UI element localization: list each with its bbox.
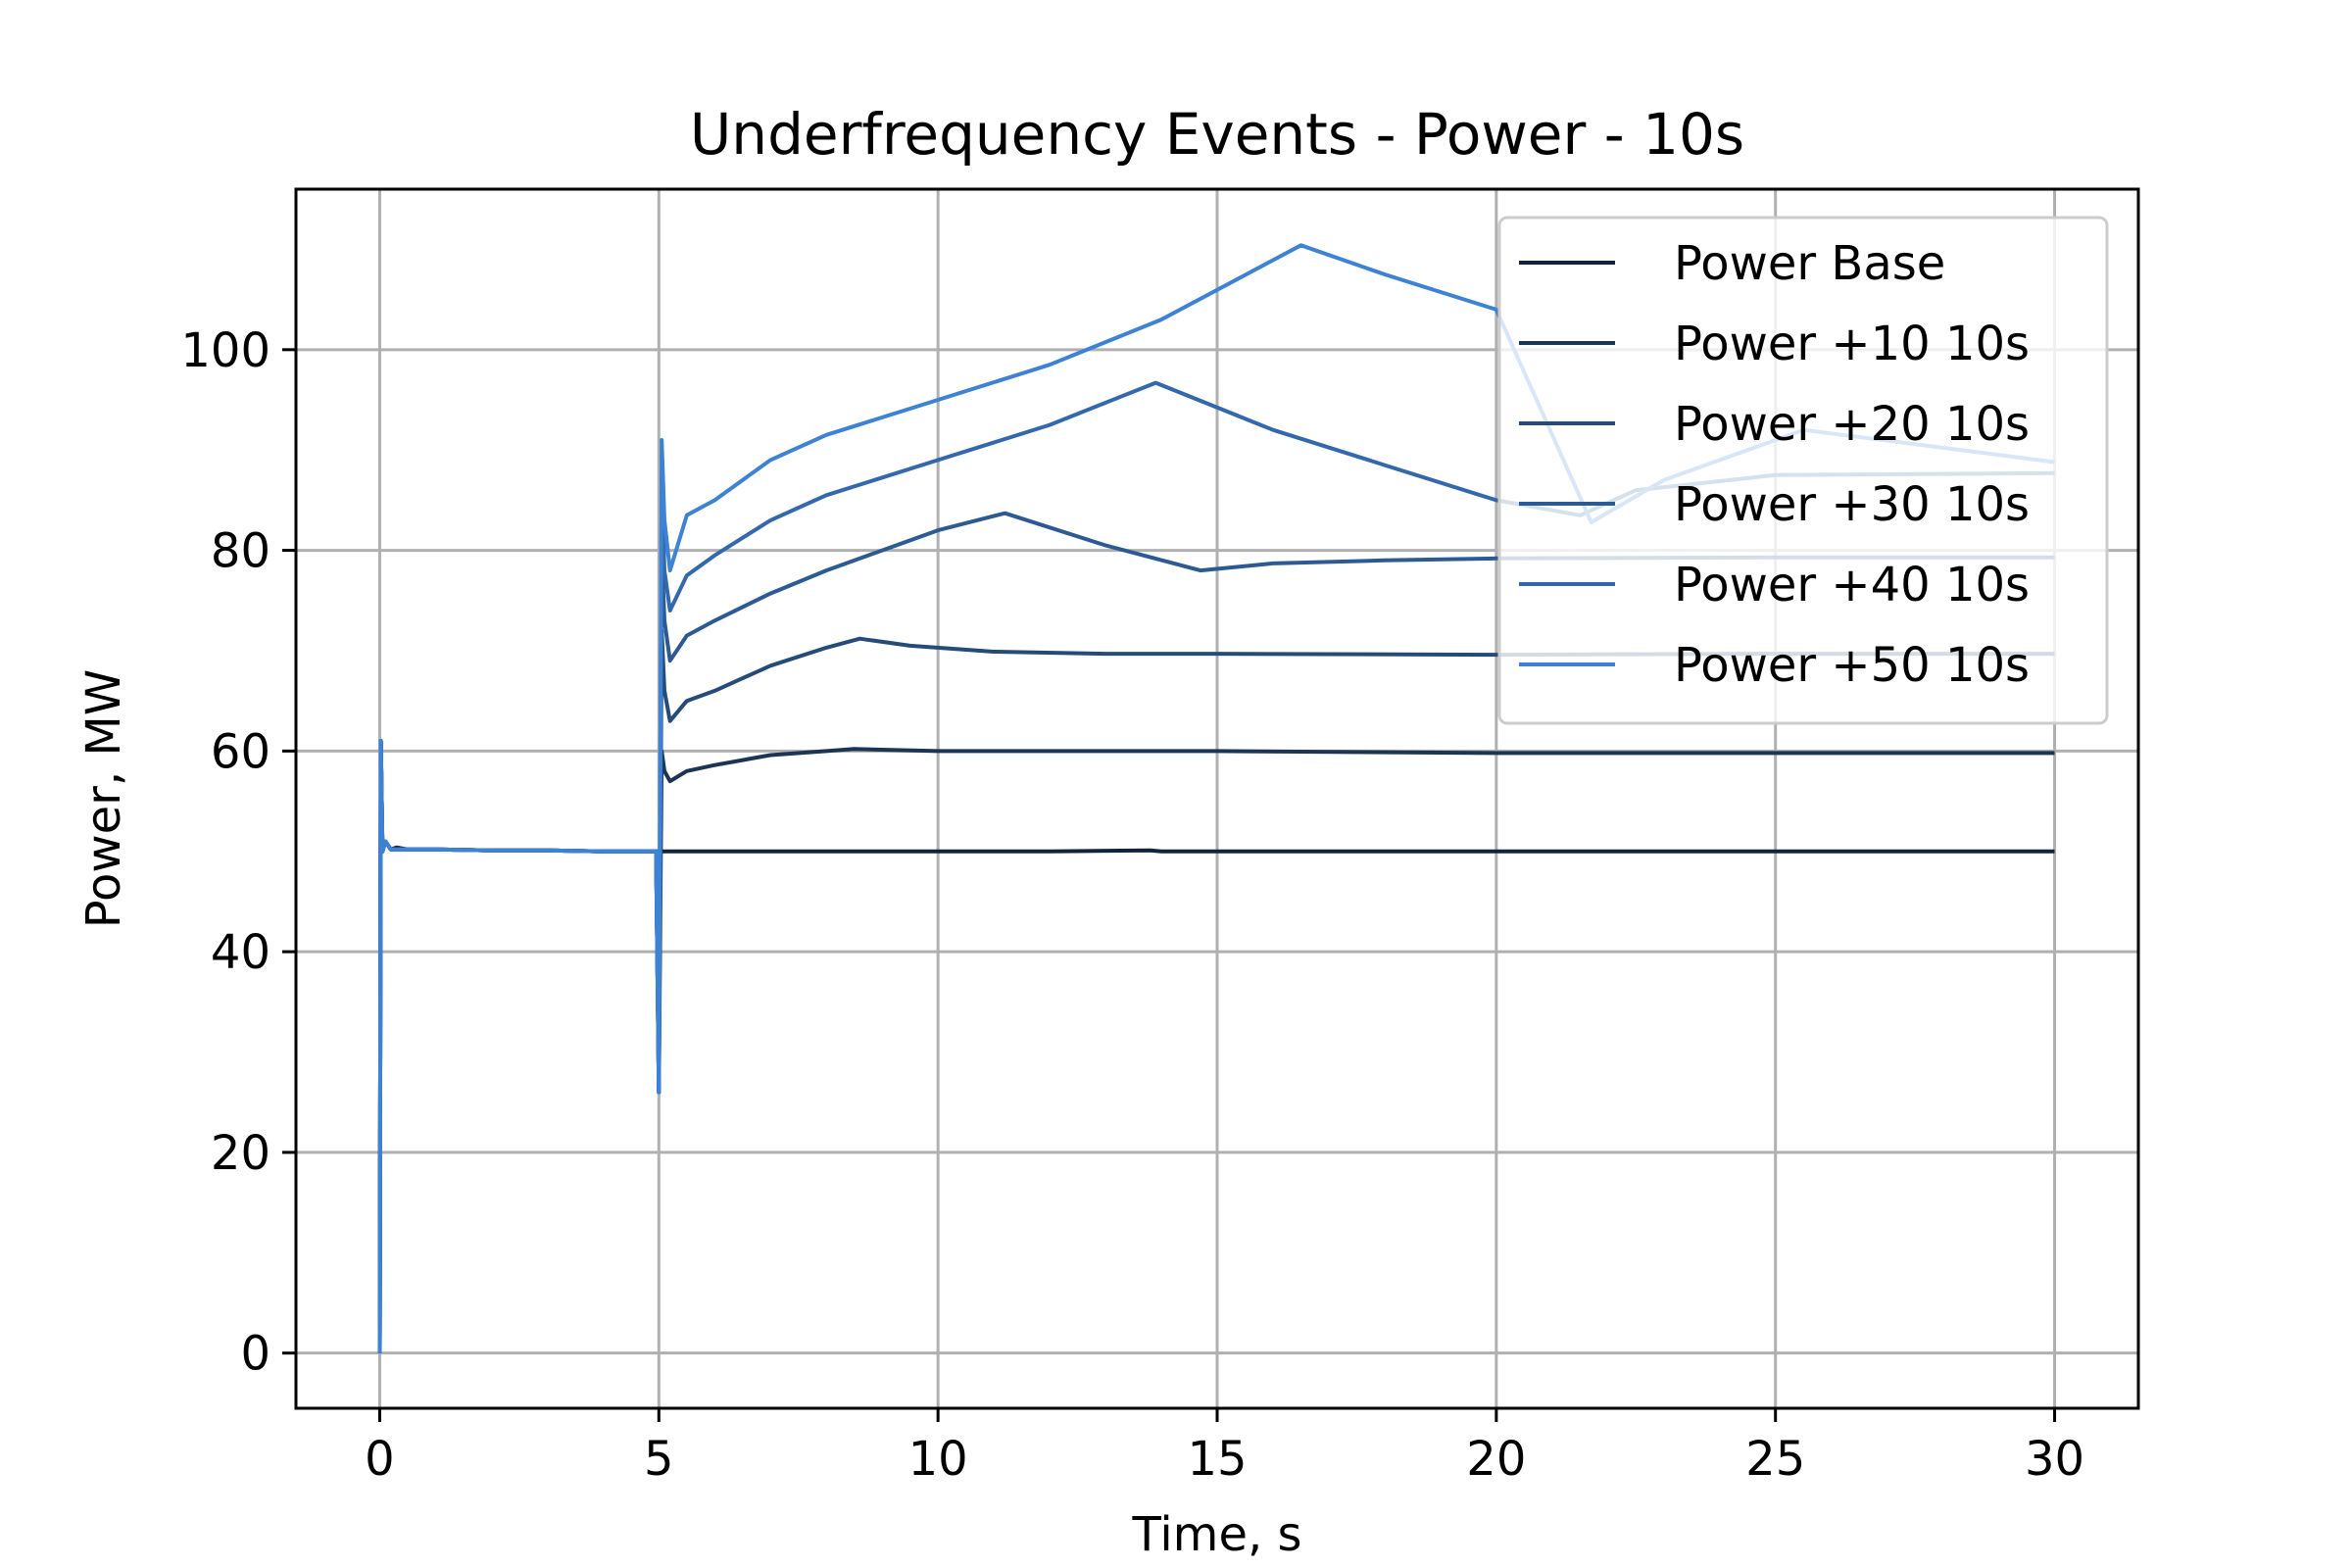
series-line-5 [377,243,2055,1353]
y-tick-label: 0 [240,1327,270,1382]
chart-title: Underfrequency Events - Power - 10s [690,101,1744,168]
y-tick-label: 60 [211,724,270,779]
y-tick-label: 100 [180,323,270,378]
x-tick-label: 10 [908,1432,968,1487]
y-tick-label: 20 [211,1126,270,1181]
legend-label: Power +20 10s [1674,397,2030,452]
x-tick-label: 25 [1745,1432,1805,1487]
x-tick-label: 20 [1466,1432,1526,1487]
x-axis-label: Time, s [1132,1507,1302,1562]
ticks: 0 5 10 15 20 25 30 0 20 40 60 80 100 [180,323,2084,1487]
legend-label: Power +50 10s [1674,638,2030,693]
legend-label: Power +30 10s [1674,477,2030,532]
legend: Power Base Power +10 10s Power +20 10s Powe… [1497,216,2109,725]
legend-label: Power Base [1674,236,1945,291]
x-tick-label: 30 [2025,1432,2084,1487]
legend-label: Power +40 10s [1674,558,2030,612]
y-tick-label: 80 [211,524,270,579]
series-lines [377,243,2055,1353]
x-tick-label: 15 [1187,1432,1247,1487]
x-tick-label: 0 [365,1432,395,1487]
legend-box [1497,216,2109,725]
y-tick-label: 40 [211,925,270,980]
y-axis-label: Power, MW [76,669,131,929]
legend-label: Power +10 10s [1674,317,2030,371]
x-tick-label: 5 [644,1432,674,1487]
